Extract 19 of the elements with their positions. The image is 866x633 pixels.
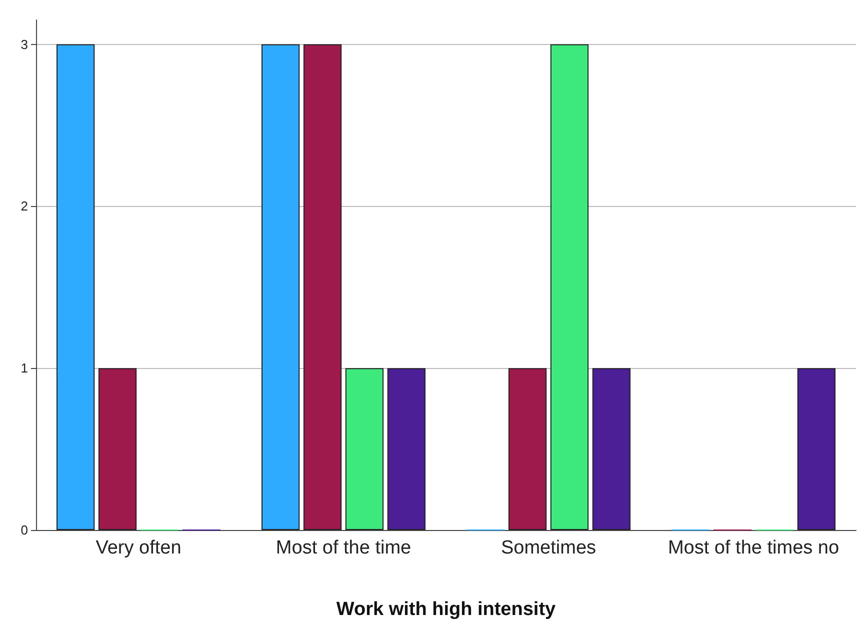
bar <box>592 368 630 530</box>
x-tick-label: Most of the times no <box>668 538 840 558</box>
y-tick-label: 2 <box>20 198 28 214</box>
bar <box>797 368 836 530</box>
y-tick-label: 1 <box>20 360 28 376</box>
bar <box>345 368 384 530</box>
bar <box>303 44 342 530</box>
x-tick-label: Sometimes <box>500 538 596 558</box>
bar <box>508 368 547 530</box>
x-tick-label: Very often <box>96 538 182 558</box>
y-tick-label: 3 <box>20 36 28 52</box>
bar <box>98 368 137 530</box>
bar <box>387 368 426 530</box>
x-axis-title: Work with high intensity <box>336 599 556 620</box>
bar <box>56 44 95 530</box>
bar <box>262 44 300 530</box>
x-tick-label: Most of the time <box>276 538 412 558</box>
y-tick-label: 0 <box>20 522 28 538</box>
bar <box>550 44 589 530</box>
